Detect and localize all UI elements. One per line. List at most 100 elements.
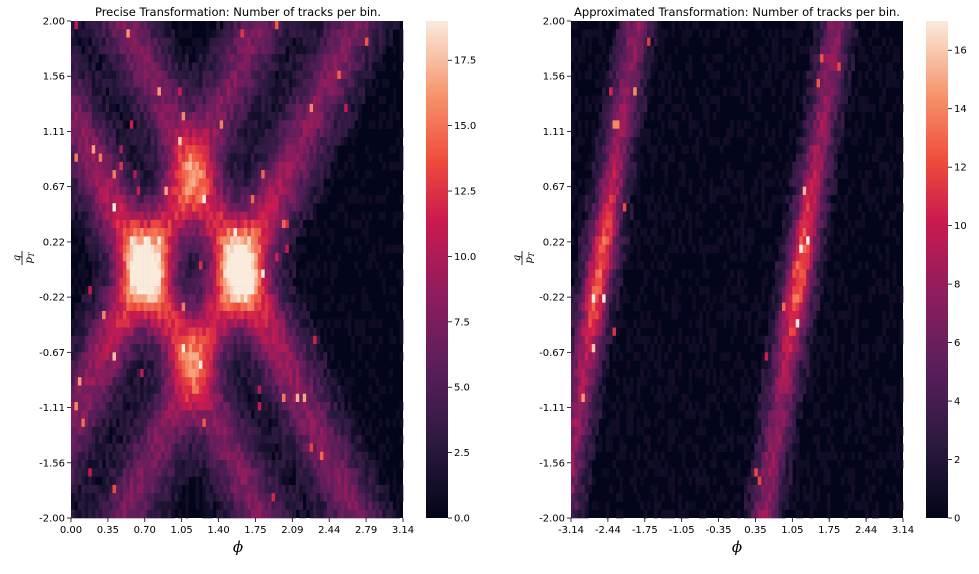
- heatmap-cell: [88, 426, 93, 436]
- heatmap-cell: [237, 484, 241, 494]
- heatmap-cell: [257, 219, 262, 229]
- heatmap-cell: [230, 228, 234, 237]
- heatmap-cell: [84, 120, 89, 129]
- heatmap-cell: [140, 286, 144, 295]
- heatmap-cell: [178, 112, 182, 121]
- heatmap-cell: [271, 319, 276, 328]
- heatmap-cell: [98, 509, 103, 519]
- heatmap-cell: [202, 319, 207, 328]
- heatmap-cell: [81, 335, 86, 345]
- heatmap-cell: [351, 87, 355, 96]
- heatmap-cell: [198, 62, 203, 71]
- heatmap-cell: [150, 443, 155, 453]
- heatmap-cell: [174, 45, 179, 55]
- heatmap-cell: [288, 54, 293, 63]
- heatmap-cell: [188, 228, 193, 237]
- heatmap-cell: [316, 360, 321, 370]
- heatmap-cell: [347, 103, 352, 113]
- heatmap-cell: [112, 352, 117, 361]
- heatmap-cell: [223, 435, 227, 444]
- heatmap-cell: [271, 186, 276, 196]
- heatmap-cell: [109, 476, 113, 486]
- heatmap-cell: [140, 393, 144, 403]
- heatmap-cell: [240, 286, 245, 295]
- heatmap-cell: [261, 112, 265, 121]
- heatmap-cell: [212, 103, 217, 113]
- heatmap-cell: [278, 484, 283, 494]
- heatmap-cell: [278, 178, 283, 187]
- heatmap-cell: [364, 426, 369, 436]
- heatmap-cell: [261, 402, 265, 411]
- heatmap-cell: [112, 418, 117, 428]
- heatmap-cell: [278, 327, 283, 337]
- heatmap-cell: [185, 294, 189, 303]
- heatmap-cell: [174, 54, 179, 63]
- heatmap-cell: [389, 261, 393, 270]
- heatmap-cell: [278, 493, 283, 502]
- heatmap-cell: [167, 277, 172, 287]
- heatmap-cell: [275, 385, 279, 395]
- heatmap-cell: [160, 360, 165, 370]
- heatmap-cell: [316, 161, 321, 171]
- heatmap-cell: [74, 509, 79, 519]
- heatmap-cell: [164, 319, 169, 328]
- heatmap-cell: [285, 468, 290, 477]
- heatmap-cell: [98, 29, 103, 38]
- heatmap-cell: [171, 269, 176, 279]
- heatmap-cell: [271, 54, 276, 63]
- heatmap-cell: [147, 178, 151, 187]
- heatmap-cell: [302, 269, 307, 279]
- heatmap-cell: [181, 310, 186, 320]
- heatmap-cell: [150, 352, 155, 361]
- heatmap-cell: [278, 62, 283, 71]
- heatmap-cell: [333, 368, 338, 378]
- heatmap-cell: [302, 62, 307, 71]
- heatmap-cell: [212, 145, 217, 154]
- heatmap-cell: [129, 186, 134, 196]
- heatmap-cell: [243, 468, 248, 477]
- heatmap-cell: [192, 319, 196, 328]
- heatmap-cell: [181, 29, 186, 38]
- heatmap-cell: [195, 244, 200, 254]
- heatmap-cell: [333, 484, 338, 494]
- heatmap-cell: [226, 145, 231, 154]
- heatmap-cell: [181, 443, 186, 453]
- heatmap-cell: [178, 269, 182, 279]
- heatmap-cell: [250, 244, 255, 254]
- heatmap-cell: [309, 377, 314, 386]
- heatmap-cell: [71, 368, 75, 378]
- heatmap-cell: [143, 460, 148, 469]
- heatmap-cell: [323, 435, 328, 444]
- heatmap-cell: [167, 310, 172, 320]
- heatmap-cell: [320, 170, 324, 179]
- heatmap-cell: [257, 194, 262, 204]
- heatmap-cell: [84, 219, 89, 229]
- heatmap-cell: [102, 136, 106, 146]
- heatmap-cell: [389, 112, 393, 121]
- heatmap-cell: [250, 501, 255, 511]
- heatmap-cell: [171, 70, 176, 80]
- heatmap-cell: [98, 493, 103, 502]
- heatmap-cell: [250, 310, 255, 320]
- heatmap-cell: [323, 368, 328, 378]
- heatmap-cell: [344, 493, 348, 502]
- heatmap-cell: [178, 335, 182, 345]
- heatmap-cell: [157, 352, 162, 361]
- heatmap-cell: [275, 468, 279, 477]
- heatmap-cell: [205, 352, 210, 361]
- heatmap-cell: [77, 120, 82, 129]
- heatmap-cell: [105, 95, 110, 105]
- heatmap-cell: [84, 136, 89, 146]
- heatmap-cell: [292, 344, 297, 353]
- heatmap-cell: [240, 385, 245, 395]
- heatmap-cell: [247, 451, 252, 461]
- heatmap-cell: [264, 37, 269, 47]
- heatmap-cell: [281, 178, 286, 187]
- heatmap-cell: [84, 286, 89, 295]
- heatmap-cell: [192, 128, 196, 138]
- heatmap-cell: [281, 344, 286, 353]
- heatmap-cell: [326, 228, 331, 237]
- heatmap-cell: [167, 70, 172, 80]
- heatmap-cell: [109, 319, 113, 328]
- heatmap-cell: [112, 136, 117, 146]
